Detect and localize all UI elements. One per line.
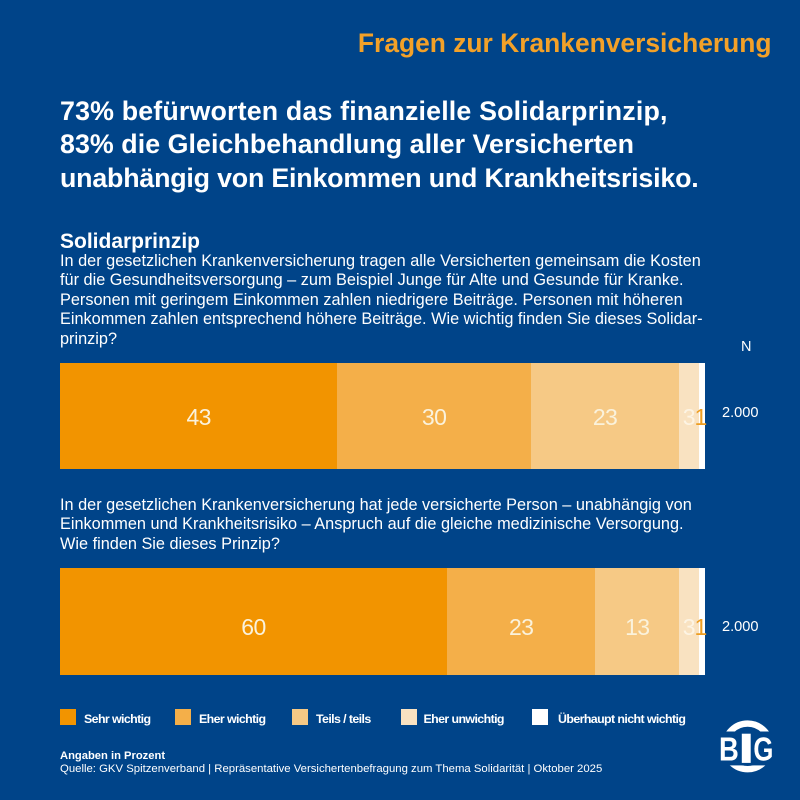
svg-text:B: B (719, 731, 739, 768)
svg-text:G: G (753, 731, 773, 768)
